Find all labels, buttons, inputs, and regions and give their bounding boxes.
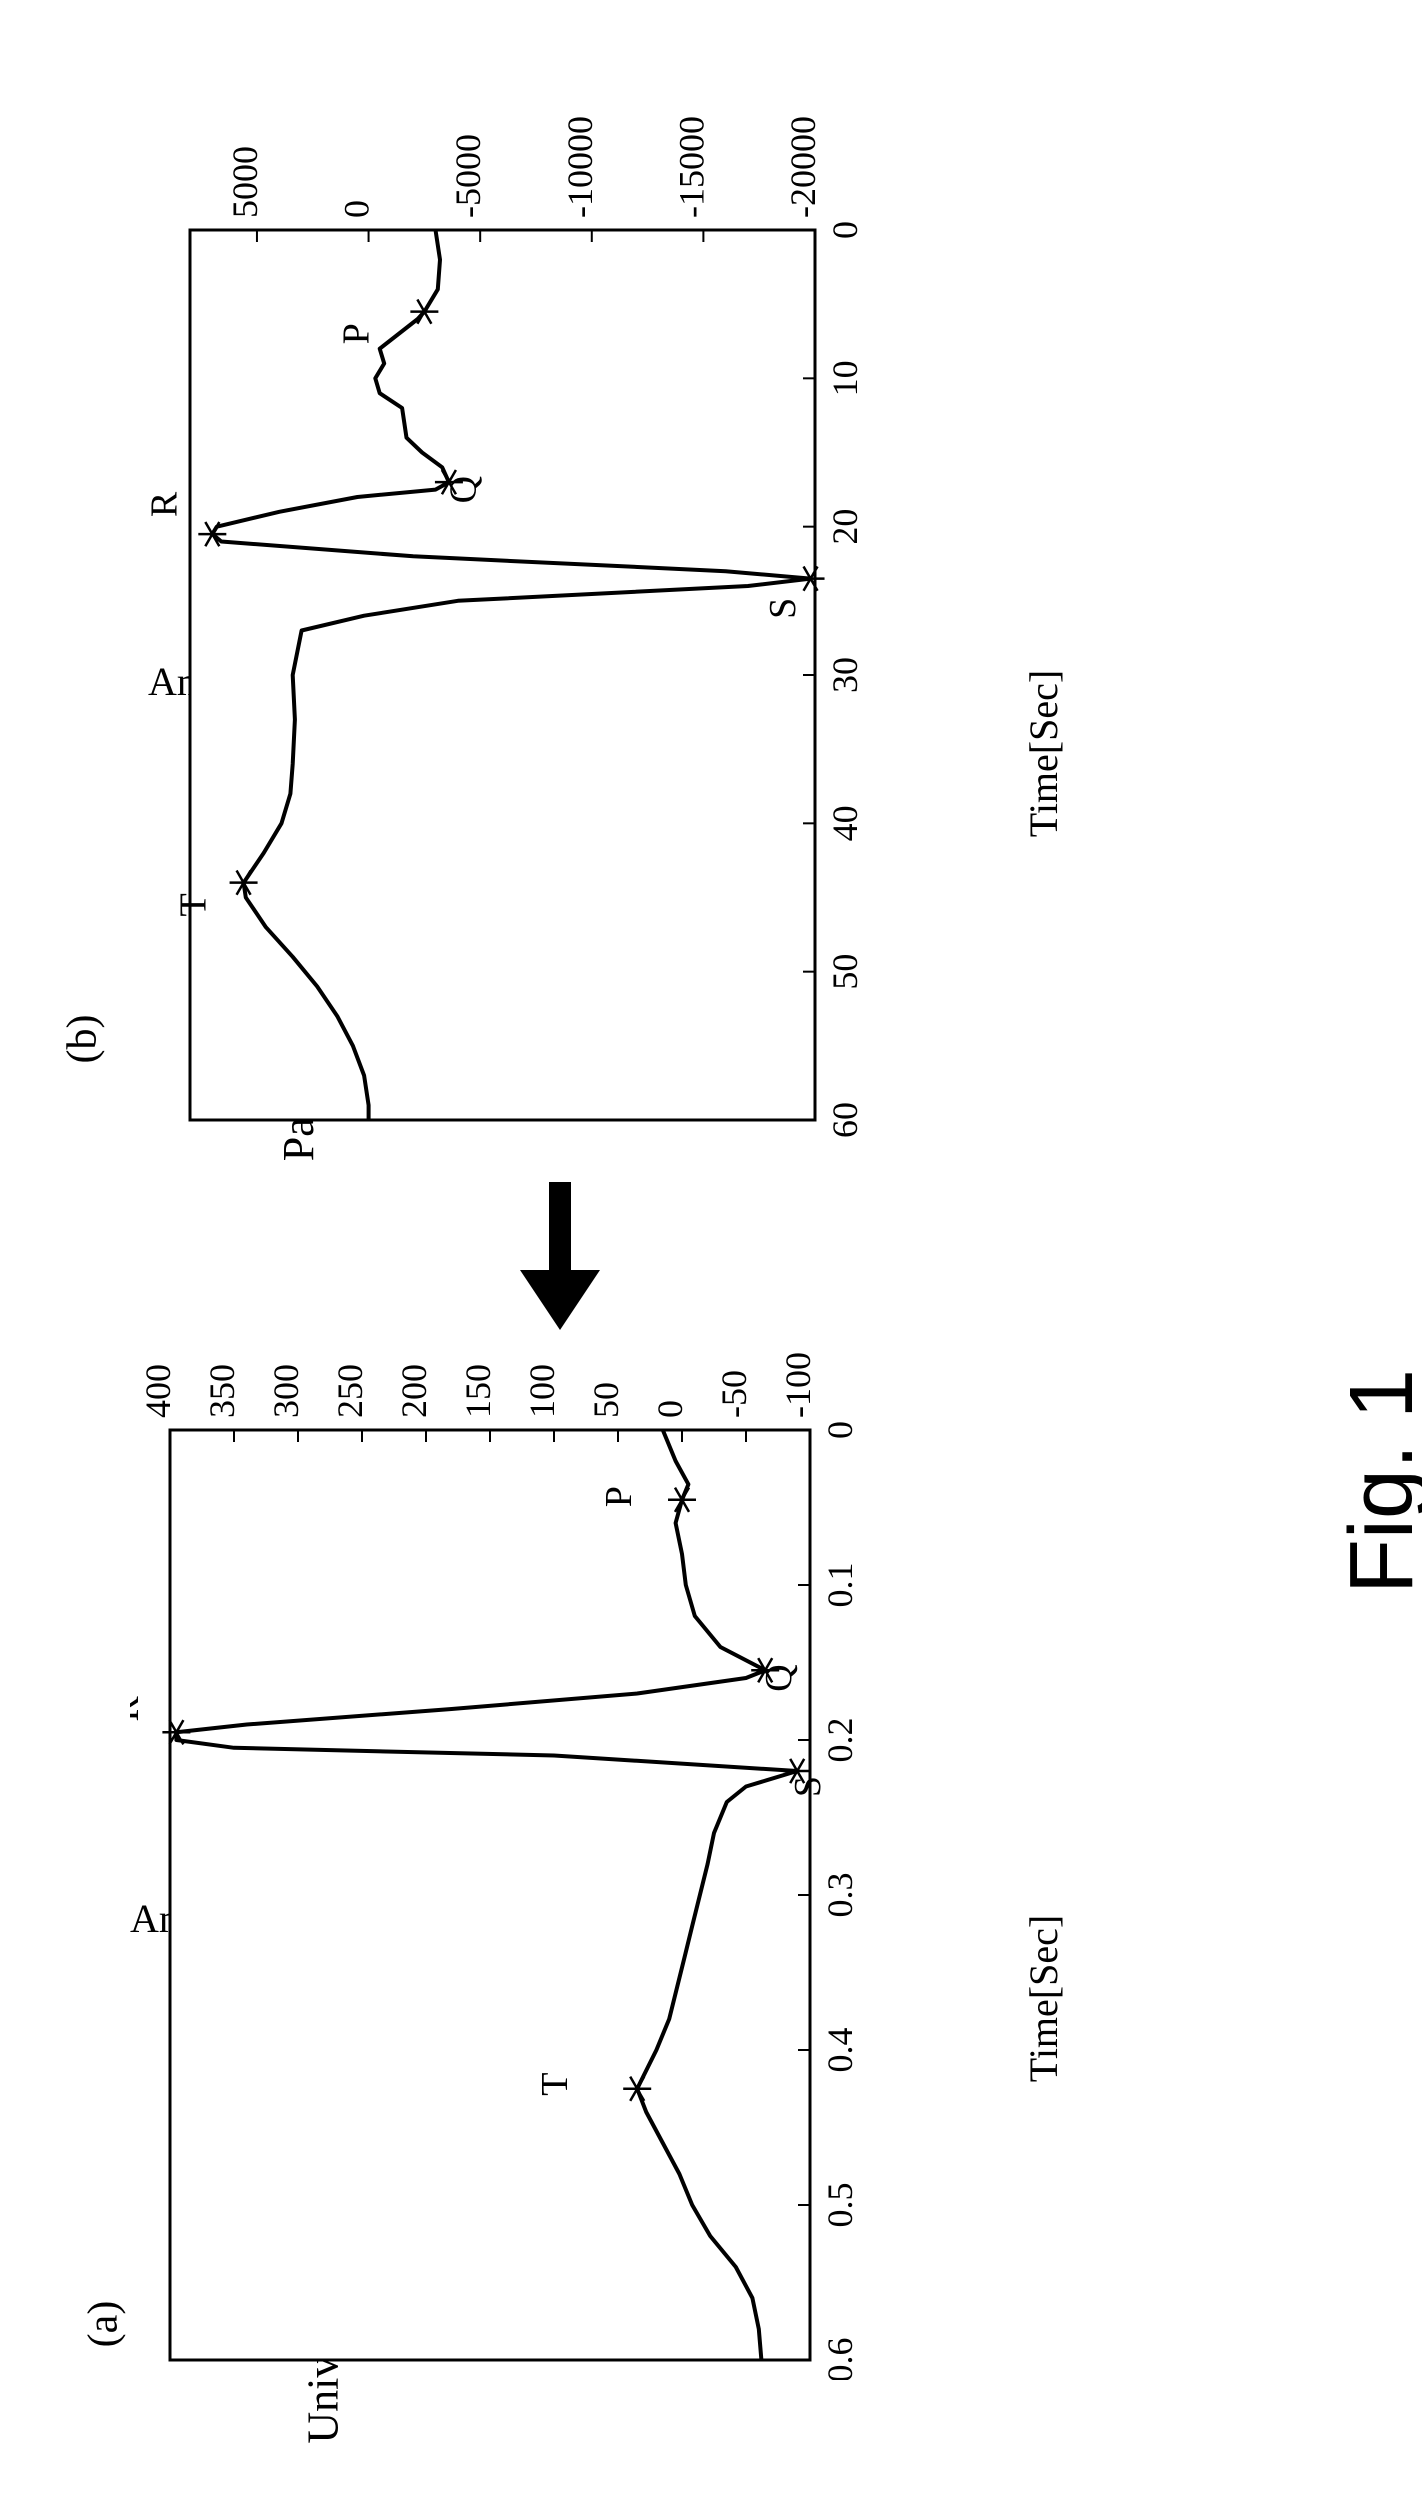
svg-text:150: 150 xyxy=(458,1364,498,1418)
svg-text:-20000: -20000 xyxy=(783,116,823,218)
svg-text:-15000: -15000 xyxy=(671,116,711,218)
svg-text:0.1: 0.1 xyxy=(820,1563,860,1608)
pqrst-label: T xyxy=(173,893,215,916)
pqrst-label: S xyxy=(787,1776,829,1797)
svg-text:0: 0 xyxy=(650,1400,690,1418)
svg-text:250: 250 xyxy=(330,1364,370,1418)
svg-text:200: 200 xyxy=(394,1364,434,1418)
svg-text:100: 100 xyxy=(522,1364,562,1418)
pqrst-label: P xyxy=(336,323,378,344)
svg-text:30: 30 xyxy=(825,657,865,693)
pqrst-label: Q xyxy=(758,1664,800,1691)
svg-text:-10000: -10000 xyxy=(560,116,600,218)
figure-page: Fig. 1 (a) Universal Heartbeat (UHB) Amp… xyxy=(0,0,1422,2503)
svg-text:0.3: 0.3 xyxy=(820,1873,860,1918)
svg-text:-5000: -5000 xyxy=(448,134,488,218)
svg-text:50: 50 xyxy=(586,1382,626,1418)
svg-text:-50: -50 xyxy=(714,1370,754,1418)
svg-text:-100: -100 xyxy=(778,1352,818,1418)
svg-text:400: 400 xyxy=(138,1364,178,1418)
svg-text:0: 0 xyxy=(337,200,377,218)
svg-text:50: 50 xyxy=(825,954,865,990)
svg-text:0.2: 0.2 xyxy=(820,1718,860,1763)
panel-b-chart: -20000 -15000 -10000 -5000 0 5000 0 10 20 30 40 50 6… xyxy=(150,80,905,1140)
svg-text:0: 0 xyxy=(820,1421,860,1439)
svg-text:5000: 5000 xyxy=(225,146,265,218)
svg-text:300: 300 xyxy=(266,1364,306,1418)
pqrst-label: R xyxy=(150,491,186,517)
pqrst-label: T xyxy=(534,2072,576,2095)
svg-text:20: 20 xyxy=(825,509,865,545)
panel-b-xlabel: Time[Sec] xyxy=(1020,670,1067,837)
svg-text:350: 350 xyxy=(202,1364,242,1418)
svg-text:0.4: 0.4 xyxy=(820,2028,860,2073)
svg-text:40: 40 xyxy=(825,805,865,841)
pqrst-label: P xyxy=(598,1486,640,1507)
svg-text:60: 60 xyxy=(825,1102,865,1138)
arrow-icon xyxy=(500,1170,620,1340)
panel-b-label: (b) xyxy=(58,1015,106,1064)
pqrst-label: R xyxy=(130,1696,147,1722)
svg-text:0.5: 0.5 xyxy=(820,2183,860,2228)
svg-text:0.6: 0.6 xyxy=(820,2338,860,2381)
svg-text:10: 10 xyxy=(825,360,865,396)
panel-a-xlabel: Time[Sec] xyxy=(1020,1915,1067,2082)
pqrst-label: Q xyxy=(443,476,485,503)
figure-caption: Fig. 1 xyxy=(1331,1369,1422,1594)
svg-text:0: 0 xyxy=(825,221,865,239)
panel-a-label: (a) xyxy=(79,2301,127,2348)
panel-a-chart: -100 -50 0 50 100 150 200 250 300 350 400 0 0.1 0.2 0.… xyxy=(130,1320,900,2380)
pqrst-label: S xyxy=(762,598,804,619)
